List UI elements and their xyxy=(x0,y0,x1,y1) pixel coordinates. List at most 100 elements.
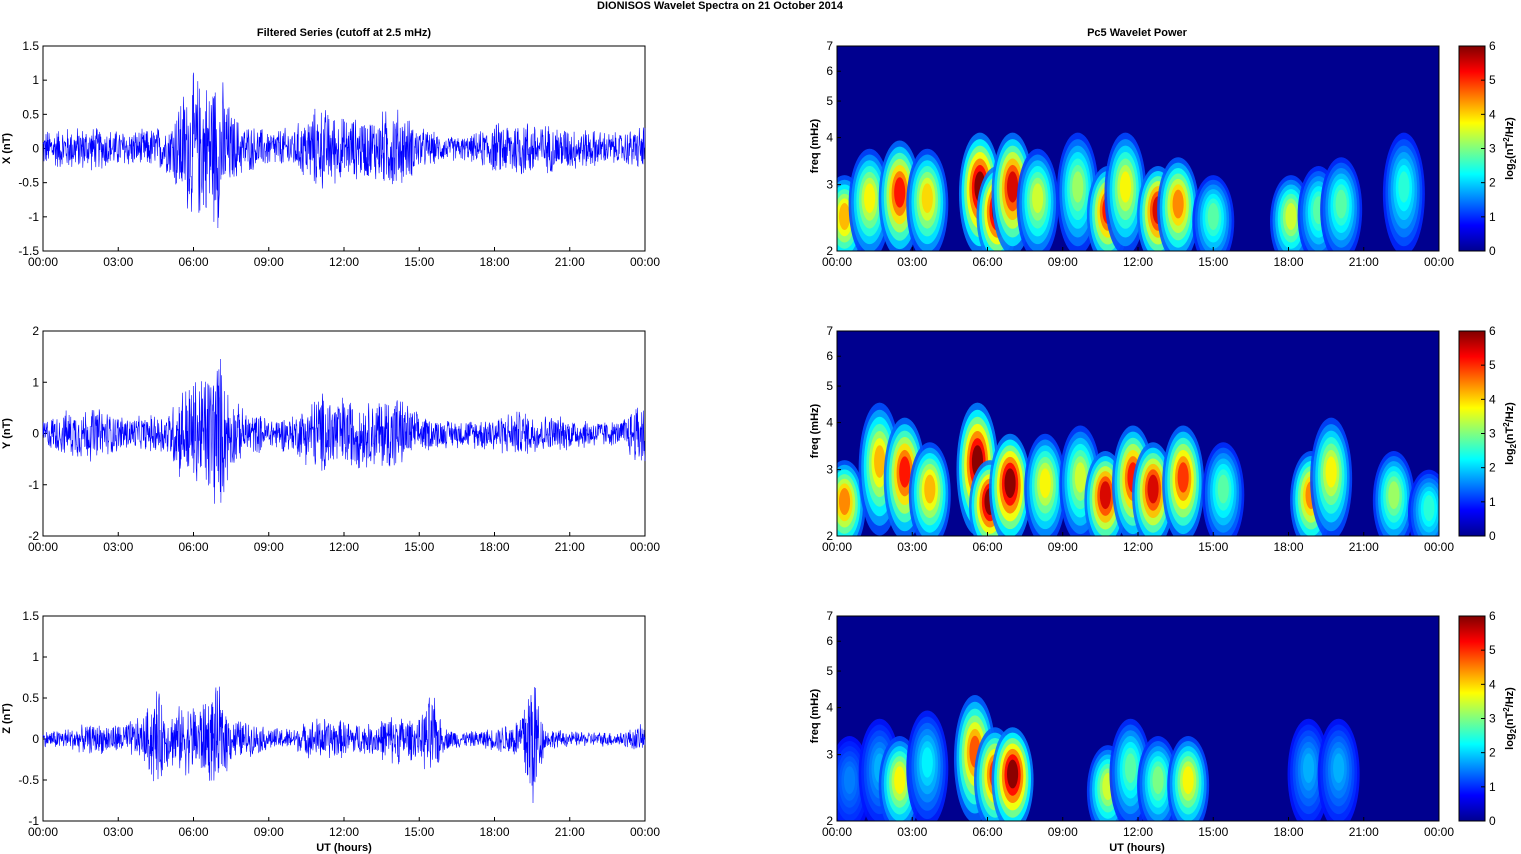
spectrum-x-tick-label: 15:00 xyxy=(1198,255,1228,269)
spectrum-x-tick-label: 00:00 xyxy=(1424,255,1454,269)
spectrum-power-blob xyxy=(1024,433,1067,536)
spectrum-y-tick-label: 2 xyxy=(826,814,833,828)
colorbar-label: log2(nT2/Hz) xyxy=(1502,117,1518,180)
series-x-tick-label: 00:00 xyxy=(28,255,58,269)
spectrum-x-tick-label: 09:00 xyxy=(1048,255,1078,269)
series-y-tick-label: 0.5 xyxy=(22,691,39,705)
spectrum-power-blob xyxy=(1157,157,1200,251)
spectrum-x-tick-label: 15:00 xyxy=(1198,825,1228,839)
colorbar-tick-label: 4 xyxy=(1489,392,1496,406)
spectrum-y-label: freq (mHz) xyxy=(809,688,821,743)
colorbar-label: log2(nT2/Hz) xyxy=(1502,402,1518,465)
figure-suptitle: DIONISOS Wavelet Spectra on 21 October 2… xyxy=(597,0,844,12)
spectrum-blobs xyxy=(837,695,1360,821)
spectrum-power-blob xyxy=(1382,132,1425,251)
series-y-tick-label: 1.5 xyxy=(22,39,39,53)
spectrum-power-blob xyxy=(1317,718,1360,821)
spectrum-y-tick-label: 4 xyxy=(826,131,833,145)
series-y-tick-label: 0 xyxy=(32,732,39,746)
spectrum-x-tick-label: 06:00 xyxy=(972,255,1002,269)
spectrum-y-tick-label: 4 xyxy=(826,701,833,715)
spectrum-y-label: freq (mHz) xyxy=(809,118,821,173)
colorbar-tick-label: 0 xyxy=(1489,814,1496,828)
spectrum-y-tick-label: 2 xyxy=(826,529,833,543)
spectrum-y-tick-label: 6 xyxy=(826,349,833,363)
series-trace-X xyxy=(42,72,646,229)
spectrum-power-blob xyxy=(837,460,866,536)
spectrum-power-blob xyxy=(1137,736,1180,821)
colorbar-tick-label: 3 xyxy=(1489,142,1496,156)
spectrum-y-tick-label: 7 xyxy=(826,39,833,53)
series-x-tick-label: 09:00 xyxy=(254,255,284,269)
spectrum-x-tick-label: 06:00 xyxy=(972,825,1002,839)
colorbar-tick-label: 4 xyxy=(1489,107,1496,121)
series-x-tick-label: 06:00 xyxy=(178,540,208,554)
spectrum-x-tick-label: 03:00 xyxy=(897,825,927,839)
series-y-tick-label: 1.5 xyxy=(22,609,39,623)
series-x-tick-label: 03:00 xyxy=(103,825,133,839)
colorbar-gradient xyxy=(1458,330,1486,537)
spectrum-x-axis-label: UT (hours) xyxy=(1109,842,1165,854)
series-x-tick-label: 15:00 xyxy=(404,255,434,269)
spectrum-x-tick-label: 00:00 xyxy=(822,825,852,839)
colorbar-Y: 0 1 2 3 4 5 6 log2(nT2/Hz) xyxy=(1458,324,1518,543)
spectrum-x-tick-label: 21:00 xyxy=(1349,255,1379,269)
series-x-tick-label: 21:00 xyxy=(555,540,585,554)
series-y-tick-label: -1 xyxy=(28,210,39,224)
spectrum-power-blob xyxy=(906,710,949,821)
series-x-tick-label: 21:00 xyxy=(555,255,585,269)
spectrum-power-blob xyxy=(1162,425,1205,536)
spectrum-power-blob xyxy=(1167,736,1210,821)
spectrum-power-blob xyxy=(989,433,1032,536)
spectrum-power-blob xyxy=(1132,442,1175,536)
colorbar-tick-label: 2 xyxy=(1489,746,1496,760)
spectrum-x-tick-label: 12:00 xyxy=(1123,540,1153,554)
spectrum-power-blob xyxy=(1202,442,1245,536)
spectrum-y-tick-label: 7 xyxy=(826,609,833,623)
colorbar-tick-label: 6 xyxy=(1489,39,1496,53)
spectrum-power-blob xyxy=(848,148,891,251)
spectrum-y-tick-label: 5 xyxy=(826,379,833,393)
series-x-tick-label: 12:00 xyxy=(329,255,359,269)
colorbar-tick-label: 3 xyxy=(1489,712,1496,726)
spectrum-x-tick-label: 00:00 xyxy=(1424,825,1454,839)
colorbar-Z: 0 1 2 3 4 5 6 log2(nT2/Hz) xyxy=(1458,609,1518,828)
spectrum-x-tick-label: 06:00 xyxy=(972,540,1002,554)
right-column-title: Pc5 Wavelet Power xyxy=(1087,27,1188,39)
spectrum-x-tick-label: 09:00 xyxy=(1048,825,1078,839)
series-x-tick-label: 09:00 xyxy=(254,825,284,839)
spectrum-y-tick-label: 3 xyxy=(826,748,833,762)
series-x-tick-label: 21:00 xyxy=(555,825,585,839)
colorbar-label: log2(nT2/Hz) xyxy=(1502,687,1518,750)
series-y-label: Y (nT) xyxy=(1,418,13,449)
spectrum-x-tick-label: 12:00 xyxy=(1123,255,1153,269)
spectrum-power-blob xyxy=(1310,417,1353,536)
spectrum-y-tick-label: 5 xyxy=(826,664,833,678)
spectrum-panel-Z: 7 6 5 4 3 2 freq (mHz) 00:00 03:00 06:00 09:00 12:0… xyxy=(809,609,1454,839)
spectrum-power-blob xyxy=(1104,132,1147,251)
spectrum-x-tick-label: 03:00 xyxy=(897,255,927,269)
series-trace-Z xyxy=(42,686,646,804)
spectrum-panel-Y: 7 6 5 4 3 2 freq (mHz) 00:00 03:00 06:00 09:00 12:0… xyxy=(809,324,1454,554)
colorbar-tick-label: 6 xyxy=(1489,609,1496,623)
colorbar-tick-label: 1 xyxy=(1489,780,1496,794)
spectrum-x-tick-label: 09:00 xyxy=(1048,540,1078,554)
spectrum-y-label: freq (mHz) xyxy=(809,403,821,458)
series-axes-frame xyxy=(42,615,646,822)
series-x-tick-label: 09:00 xyxy=(254,540,284,554)
series-y-tick-label: -1 xyxy=(28,478,39,492)
colorbar-tick-label: 2 xyxy=(1489,461,1496,475)
series-y-tick-label: 0.5 xyxy=(22,107,39,121)
series-y-tick-label: 1 xyxy=(32,375,39,389)
spectrum-y-tick-label: 2 xyxy=(826,244,833,258)
spectrum-x-tick-label: 03:00 xyxy=(897,540,927,554)
colorbar-tick-label: 4 xyxy=(1489,677,1496,691)
spectrum-x-tick-label: 21:00 xyxy=(1349,825,1379,839)
colorbar-tick-label: 5 xyxy=(1489,643,1496,657)
colorbar-tick-label: 6 xyxy=(1489,324,1496,338)
spectrum-x-tick-label: 18:00 xyxy=(1273,540,1303,554)
series-y-tick-label: -1 xyxy=(28,814,39,828)
series-x-tick-label: 12:00 xyxy=(329,540,359,554)
series-x-tick-label: 06:00 xyxy=(178,825,208,839)
